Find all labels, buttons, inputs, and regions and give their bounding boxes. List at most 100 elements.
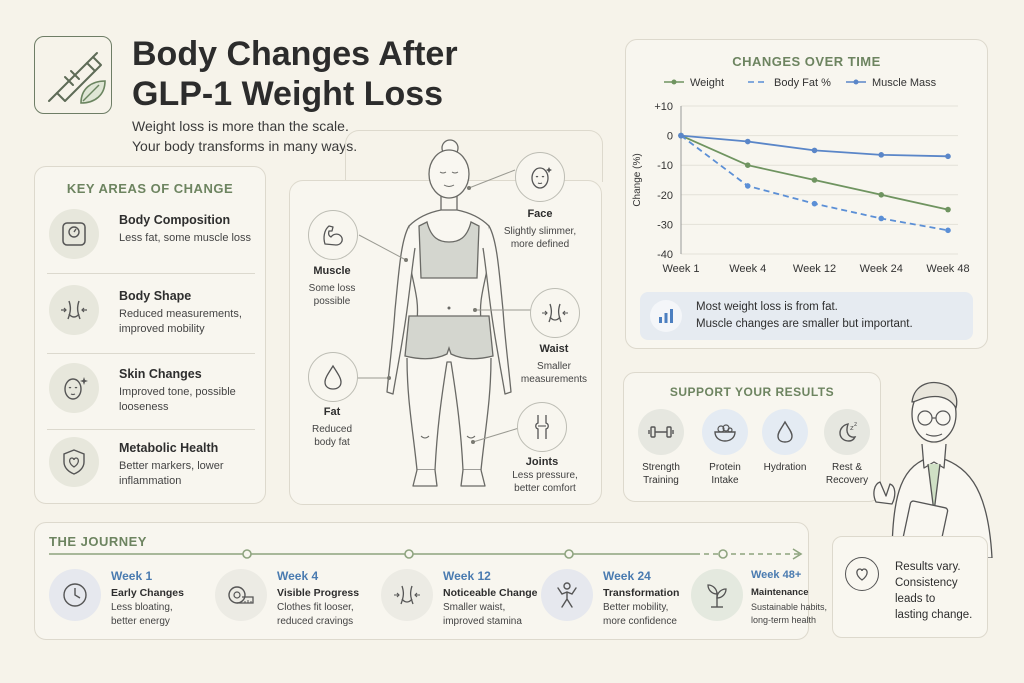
journey-desc-line: Smaller waist, <box>443 602 506 613</box>
key-areas-title: KEY AREAS OF CHANGE <box>66 181 234 196</box>
support-title: SUPPORT YOUR RESULTS <box>669 385 835 399</box>
journey-week: Week 1 <box>111 569 153 583</box>
journey-desc-line: long-term health <box>751 615 817 625</box>
journey-panel: THE JOURNEY Week 1 Early Changes Less bl… <box>34 522 828 640</box>
journey-stage: Noticeable Change <box>443 587 538 599</box>
key-area-body-shape: Body Shape Reduced measurements, improve… <box>47 281 255 353</box>
journey-title: THE JOURNEY <box>49 534 147 549</box>
logo <box>34 36 112 114</box>
support-item-hydration: Hydration <box>760 409 810 474</box>
subtitle-line-1: Weight loss is more than the scale. <box>132 118 349 134</box>
person-active-icon <box>541 569 593 621</box>
callout-desc-line: more defined <box>510 239 570 250</box>
data-point <box>678 132 684 139</box>
chart-panel: CHANGES OVER TIME Weight Body Fat % Muscle… <box>625 39 988 349</box>
muscle-icon <box>308 210 358 260</box>
support-label-line: Intake <box>711 475 739 486</box>
series-line <box>680 134 949 211</box>
callout-desc-line: possible <box>313 296 351 307</box>
key-area-title: Skin Changes <box>119 367 202 381</box>
callout-desc-line: better comfort <box>514 483 576 494</box>
heart-shield-icon <box>49 437 99 487</box>
legend-label: Weight <box>690 77 724 89</box>
support-label-line: Strength <box>642 462 680 473</box>
key-area-skin-changes: Skin Changes Improved tone, possible loo… <box>47 359 255 431</box>
journey-stage: Maintenance <box>751 587 809 598</box>
callout-waist-title: Waist <box>539 343 569 355</box>
journey-desc: Smaller waist, improved stamina <box>443 601 553 629</box>
support-label-line: Protein <box>709 462 741 473</box>
note-line: lasting change. <box>895 609 973 621</box>
callout-fat-desc: Reduced body fat <box>296 423 368 449</box>
callout-desc-line: Reduced <box>311 424 353 435</box>
journey-desc: Better mobility, more confidence <box>603 601 713 629</box>
chart-note-line-2: Muscle changes are smaller but important… <box>696 318 913 330</box>
journey-week: Week 24 <box>603 569 651 583</box>
knee-joint-icon <box>517 402 567 452</box>
journey-item-week-24: Week 24 Transformation Better mobility, m… <box>541 565 701 635</box>
callout-desc-line: Slightly slimmer, <box>503 226 577 237</box>
journey-desc-line: Less bloating, <box>111 602 173 613</box>
data-point <box>878 215 885 222</box>
journey-desc-line: more confidence <box>603 616 677 627</box>
y-axis-label: Change (%) <box>632 153 643 206</box>
journey-stage: Transformation <box>603 587 680 599</box>
note-line: Results vary. <box>895 561 961 573</box>
x-tick-label: Week 48 <box>926 263 969 275</box>
key-areas-panel: KEY AREAS OF CHANGE Body Composition Les… <box>34 166 266 504</box>
face-icon <box>515 152 565 202</box>
chart-title: CHANGES OVER TIME <box>732 54 881 69</box>
callout-desc-line: Some loss <box>308 283 356 294</box>
journey-item-week-4: Week 4 Visible Progress Clothes fit loos… <box>215 565 375 635</box>
key-area-desc: Improved tone, possible looseness <box>119 386 236 413</box>
plant-icon <box>691 569 743 621</box>
body-card-top <box>345 130 603 182</box>
divider <box>47 273 255 274</box>
support-item-protein: Protein Intake <box>700 409 750 487</box>
svg-text:z: z <box>850 424 854 432</box>
page-subtitle: Weight loss is more than the scale. Your… <box>132 116 432 156</box>
journey-item-week-48: Week 48+ Maintenance Sustainable habits,… <box>691 565 828 635</box>
key-area-title: Body Composition <box>119 213 231 227</box>
callout-joints-desc: Less pressure, better comfort <box>500 469 590 495</box>
callout-desc-line: measurements <box>520 374 588 385</box>
key-area-metabolic-health: Metabolic Health Better markers, lower i… <box>47 433 255 505</box>
support-item-strength: Strength Training <box>636 409 686 487</box>
key-area-title: Body Shape <box>119 289 192 303</box>
results-note-text: Results vary. Consistency leads to lasti… <box>895 559 972 623</box>
journey-timeline <box>49 548 803 560</box>
journey-item-week-12: Week 12 Noticeable Change Smaller waist,… <box>381 565 541 635</box>
journey-desc-line: Better mobility, <box>603 602 669 613</box>
data-point <box>945 153 951 160</box>
data-point <box>744 162 751 168</box>
data-point <box>878 192 885 198</box>
legend-label: Body Fat % <box>774 77 831 89</box>
y-tick-label: -20 <box>657 190 673 202</box>
support-panel: SUPPORT YOUR RESULTS Strength Training Pr… <box>623 372 881 502</box>
chart-note: Most weight loss is from fat. Muscle cha… <box>640 292 973 340</box>
key-area-body-composition: Body Composition Less fat, some muscle l… <box>47 205 255 277</box>
journey-desc-line: better energy <box>111 616 170 627</box>
journey-desc: Less bloating, better energy <box>111 601 221 629</box>
callout-muscle-desc: Some loss possible <box>296 282 368 308</box>
data-point <box>878 152 885 158</box>
callout-desc-line: Smaller <box>537 361 571 372</box>
title-line-1: Body Changes After <box>132 35 458 73</box>
body-figure-illustration <box>357 139 533 487</box>
bar-chart-icon <box>650 300 682 332</box>
journey-desc-line: Sustainable habits, <box>751 602 828 612</box>
journey-stage: Early Changes <box>111 587 184 599</box>
journey-stage: Visible Progress <box>277 587 360 599</box>
food-bowl-icon <box>702 409 748 455</box>
x-tick-label: Week 1 <box>662 263 699 275</box>
callout-muscle-title: Muscle <box>313 265 351 277</box>
waist-icon <box>49 285 99 335</box>
key-area-desc: Less fat, some muscle loss <box>119 232 252 244</box>
journey-desc-line: Clothes fit looser, <box>277 602 354 613</box>
water-drop-icon <box>308 352 358 402</box>
dumbbell-icon <box>638 409 684 455</box>
journey-week: Week 4 <box>277 569 319 583</box>
y-tick-label: -40 <box>657 249 673 261</box>
support-label: Hydration <box>760 461 810 474</box>
